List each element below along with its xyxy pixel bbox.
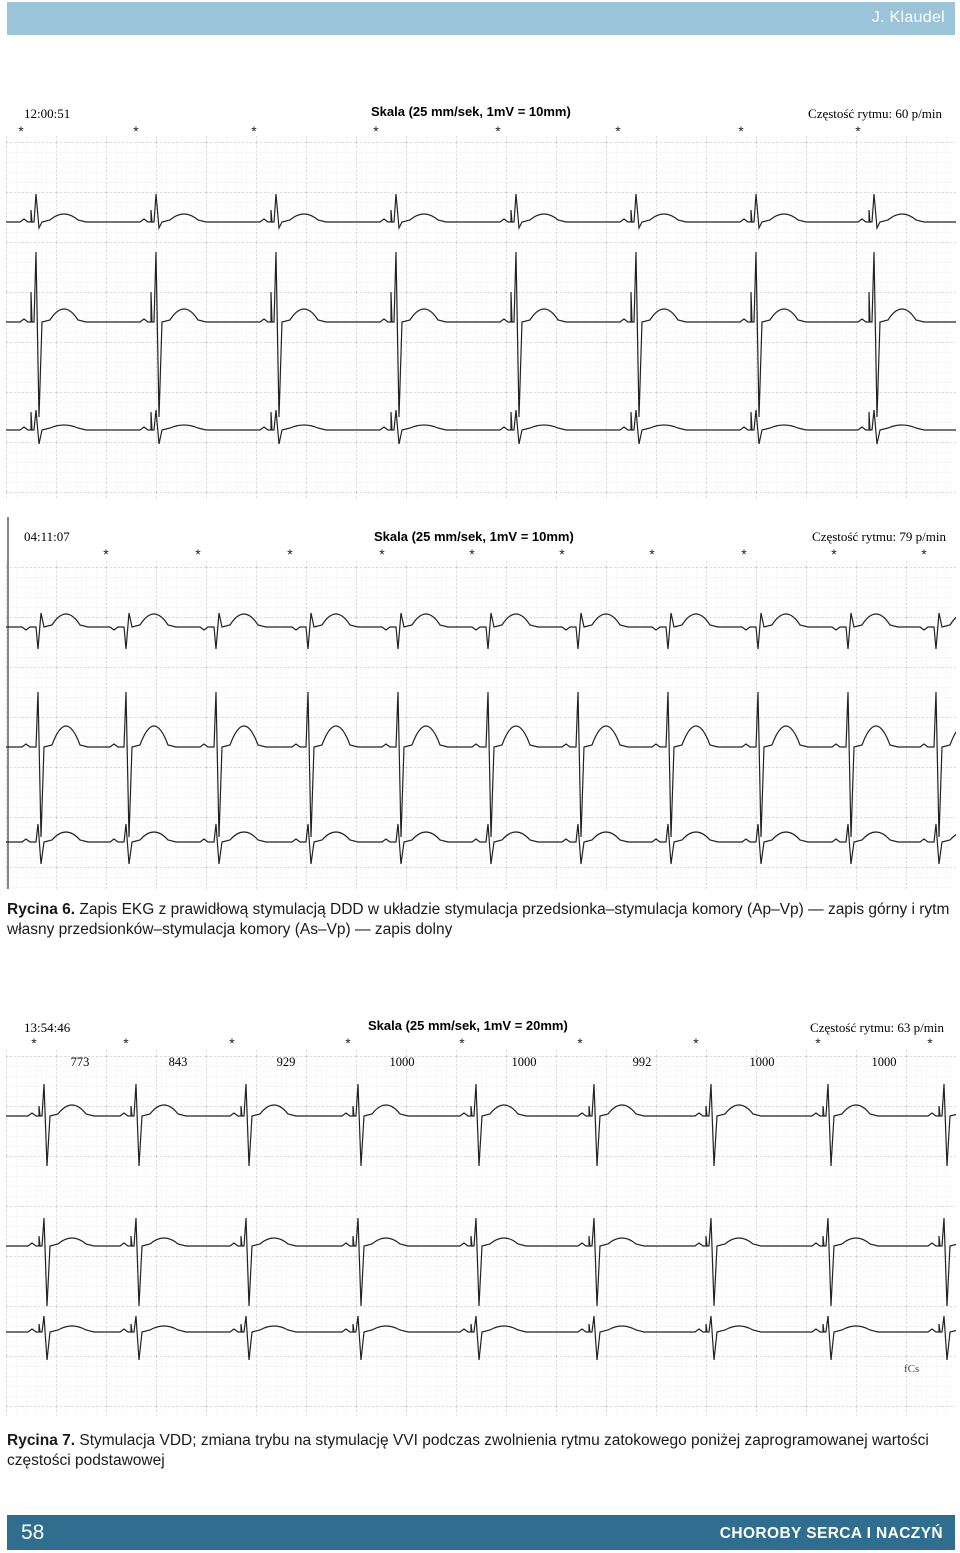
interval-label: 843 xyxy=(169,1055,188,1069)
event-marker: * xyxy=(855,123,861,139)
ecg2-scale: Skala (25 mm/sek, 1mV = 10mm) xyxy=(374,529,574,544)
ecg-strip-3-svg: 13:54:46 Skala (25 mm/sek, 1mV = 20mm) C… xyxy=(6,1018,956,1416)
event-marker: * xyxy=(577,1035,583,1051)
event-marker: * xyxy=(373,123,379,139)
event-marker: * xyxy=(103,546,109,562)
event-marker: * xyxy=(133,123,139,139)
event-marker: * xyxy=(738,123,744,139)
event-marker: * xyxy=(815,1035,821,1051)
ecg2-lead-1 xyxy=(6,612,956,650)
ecg1-scale: Skala (25 mm/sek, 1mV = 10mm) xyxy=(371,104,571,119)
ecg1-event-markers: * * * * * * * * xyxy=(18,123,861,139)
ecg3-lead-3 xyxy=(6,1315,956,1361)
event-marker: * xyxy=(831,546,837,562)
figure-7-label: Rycina 7. xyxy=(7,1432,76,1449)
event-marker: * xyxy=(251,123,257,139)
ecg-strip-3: 13:54:46 Skala (25 mm/sek, 1mV = 20mm) C… xyxy=(6,1006,956,1416)
event-marker: * xyxy=(469,546,475,562)
ecg-strip-2-svg: 04:11:07 Skala (25 mm/sek, 1mV = 10mm) C… xyxy=(6,517,956,889)
interval-label: 1000 xyxy=(512,1055,537,1069)
interval-label: 1000 xyxy=(750,1055,775,1069)
event-marker: * xyxy=(287,546,293,562)
ecg3-interval-labels: 773 843 929 1000 1000 992 1000 1000 xyxy=(71,1055,897,1069)
ecg3-rate: Częstość rytmu: 63 p/min xyxy=(810,1020,944,1035)
event-marker: * xyxy=(18,123,24,139)
journal-title: CHOROBY SERCA I NACZYŃ xyxy=(719,1525,943,1542)
ecg1-lead-2 xyxy=(6,251,956,418)
ecg3-scale: Skala (25 mm/sek, 1mV = 20mm) xyxy=(368,1018,568,1033)
event-marker: * xyxy=(921,546,927,562)
event-marker: * xyxy=(649,546,655,562)
ecg2-event-markers: * * * * * * * * * * xyxy=(103,546,927,562)
event-marker: * xyxy=(927,1035,933,1051)
interval-label: 929 xyxy=(277,1055,296,1069)
page-number: 58 xyxy=(21,1521,45,1544)
ecg3-traces xyxy=(6,1083,956,1361)
figure-6-caption: Rycina 6. Zapis EKG z prawidłową stymula… xyxy=(7,900,953,940)
interval-label: 992 xyxy=(633,1055,652,1069)
ecg1-lead-1 xyxy=(6,193,956,231)
event-marker: * xyxy=(459,1035,465,1051)
footer-bar: 58 CHOROBY SERCA I NACZYŃ xyxy=(7,1515,955,1550)
event-marker: * xyxy=(31,1035,37,1051)
ecg3-lead-1 xyxy=(6,1083,956,1167)
interval-label: 1000 xyxy=(390,1055,415,1069)
event-marker: * xyxy=(559,546,565,562)
event-marker: * xyxy=(345,1035,351,1051)
figure-7-caption: Rycina 7. Stymulacja VDD; zmiana trybu n… xyxy=(7,1431,953,1471)
event-marker: * xyxy=(229,1035,235,1051)
event-marker: * xyxy=(379,546,385,562)
header-author: J. Klaudel xyxy=(871,9,945,26)
figure-7-text: Stymulacja VDD; zmiana trybu na stymulac… xyxy=(7,1432,929,1469)
ecg2-lead-2 xyxy=(6,691,956,838)
ecg3-time: 13:54:46 xyxy=(24,1020,71,1035)
ecg-strip-2: 04:11:07 Skala (25 mm/sek, 1mV = 10mm) C… xyxy=(6,517,956,889)
event-marker: * xyxy=(123,1035,129,1051)
event-marker: * xyxy=(615,123,621,139)
event-marker: * xyxy=(693,1035,699,1051)
figure-6-label: Rycina 6. xyxy=(7,901,76,918)
ecg3-lead-2 xyxy=(6,1217,956,1307)
ecg1-traces xyxy=(6,193,956,445)
ecg-strip-1: 12:00:51 Skala (25 mm/sek, 1mV = 10mm) C… xyxy=(6,92,956,500)
ecg-strip-1-svg: 12:00:51 Skala (25 mm/sek, 1mV = 10mm) C… xyxy=(6,104,956,500)
ecg2-rate: Częstość rytmu: 79 p/min xyxy=(812,529,946,544)
ecg1-rate: Częstość rytmu: 60 p/min xyxy=(808,106,942,121)
figure-6-text: Zapis EKG z prawidłową stymulacją DDD w … xyxy=(7,901,950,938)
ecg3-annotation: fCs xyxy=(904,1363,919,1375)
ecg2-traces xyxy=(6,612,956,865)
event-marker: * xyxy=(195,546,201,562)
ecg3-event-markers: * * * * * * * * * xyxy=(31,1035,933,1051)
ecg1-lead-3 xyxy=(6,409,956,445)
interval-label: 1000 xyxy=(872,1055,897,1069)
ecg2-time: 04:11:07 xyxy=(24,529,70,544)
event-marker: * xyxy=(495,123,501,139)
ecg2-lead-3 xyxy=(6,823,956,865)
interval-label: 773 xyxy=(71,1055,90,1069)
header-bar: J. Klaudel xyxy=(7,2,955,35)
ecg1-time: 12:00:51 xyxy=(24,106,70,121)
event-marker: * xyxy=(741,546,747,562)
